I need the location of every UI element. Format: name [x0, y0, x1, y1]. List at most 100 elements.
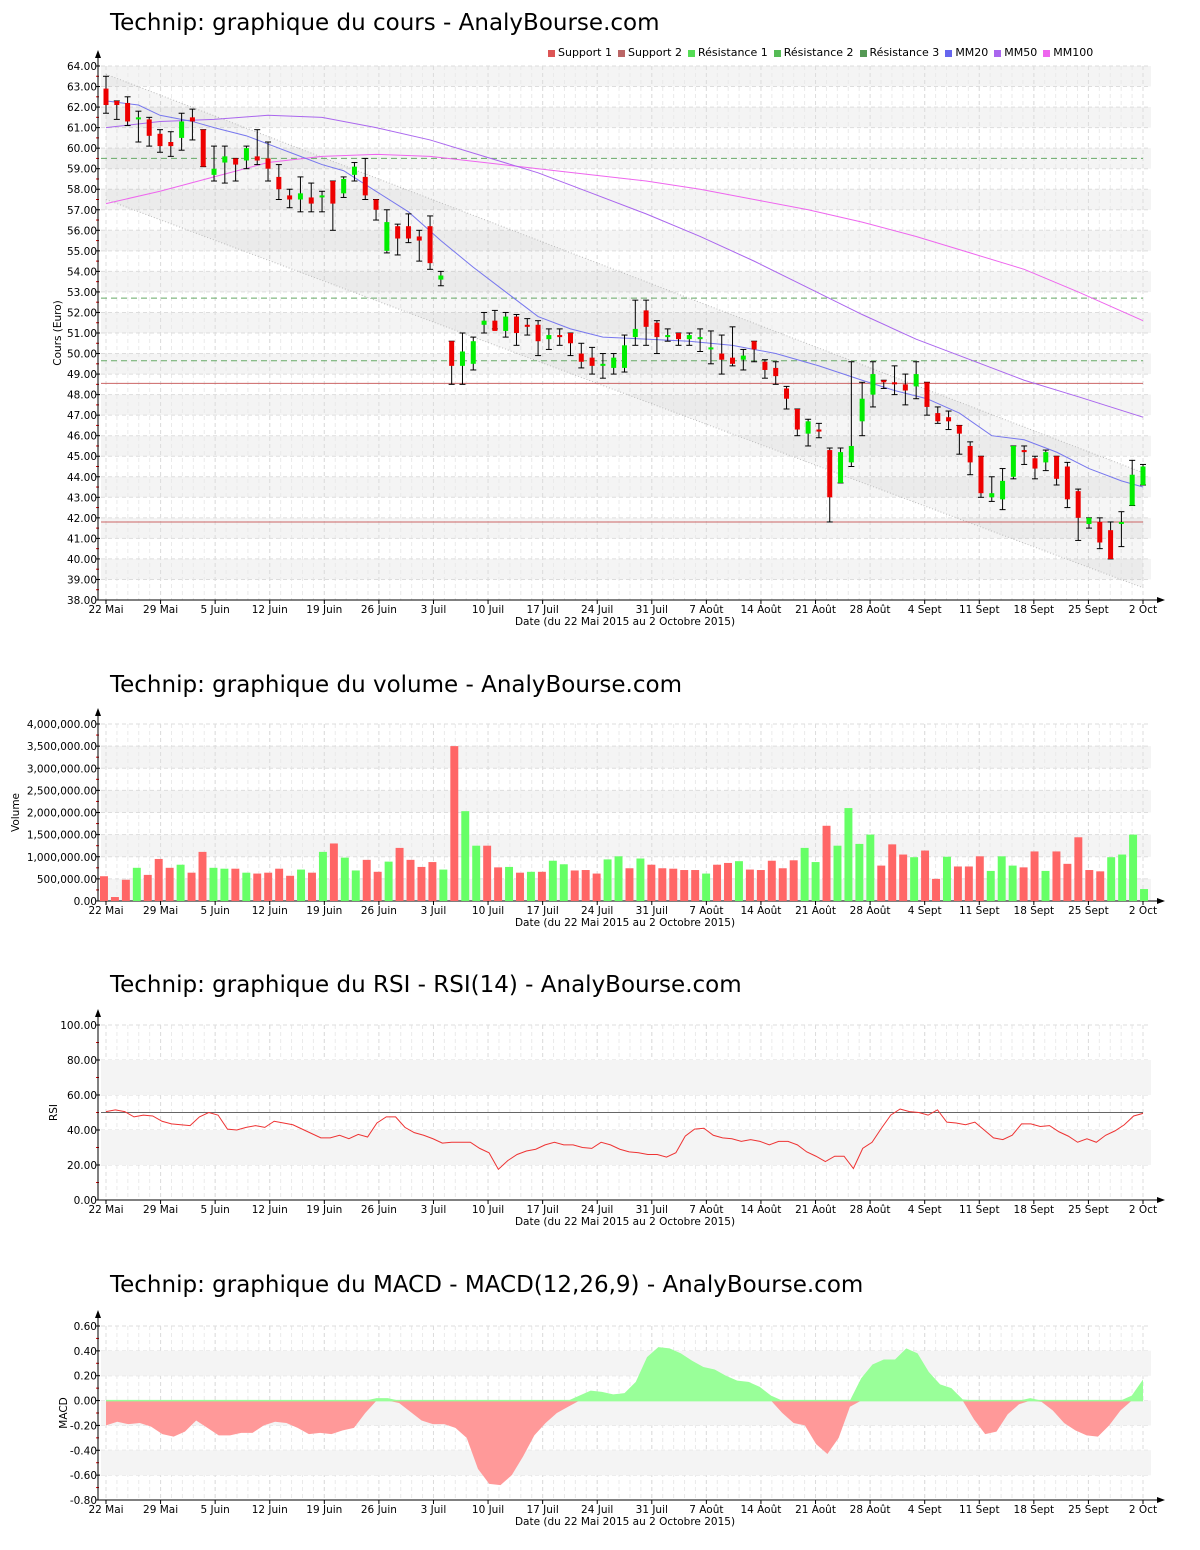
svg-text:1,000,000.00: 1,000,000.00 [27, 852, 97, 864]
svg-text:2,000,000.00: 2,000,000.00 [27, 808, 97, 820]
svg-text:11 Sept: 11 Sept [959, 1204, 1000, 1216]
legend-label: Résistance 3 [869, 46, 940, 59]
svg-text:51.00: 51.00 [67, 328, 97, 340]
svg-text:2 Oct: 2 Oct [1129, 1504, 1157, 1516]
svg-text:18 Sept: 18 Sept [1014, 604, 1055, 616]
svg-text:Volume: Volume [10, 793, 22, 832]
price-panel: Technip: graphique du cours - AnalyBours… [0, 0, 1200, 640]
svg-text:3 Juil: 3 Juil [421, 1504, 447, 1516]
legend-item: Résistance 2 [773, 46, 854, 59]
svg-text:22 Mai: 22 Mai [88, 604, 123, 616]
svg-text:10 Juil: 10 Juil [472, 1204, 504, 1216]
svg-text:17 Juil: 17 Juil [526, 1204, 558, 1216]
svg-text:55.00: 55.00 [67, 246, 97, 258]
price-legend: Support 1 Support 2 Résistance 1 Résistance… [548, 46, 1093, 59]
legend-label: Support 2 [627, 46, 682, 59]
legend-item: Support 2 [617, 46, 682, 59]
legend-swatch-icon [548, 49, 555, 57]
svg-text:21 Août: 21 Août [795, 604, 836, 616]
svg-text:3,500,000.00: 3,500,000.00 [27, 741, 97, 753]
svg-text:5 Juin: 5 Juin [200, 905, 229, 917]
svg-text:17 Juil: 17 Juil [526, 604, 558, 616]
svg-text:1,500,000.00: 1,500,000.00 [27, 830, 97, 842]
svg-text:0.40: 0.40 [74, 1346, 97, 1358]
svg-text:Date (du 22 Mai 2015 au 2 Octo: Date (du 22 Mai 2015 au 2 Octobre 2015) [515, 1216, 735, 1228]
svg-text:38.00: 38.00 [67, 595, 97, 607]
legend-label: MM100 [1053, 46, 1094, 59]
svg-text:31 Juil: 31 Juil [636, 905, 668, 917]
svg-text:24 Juil: 24 Juil [581, 905, 613, 917]
svg-text:7 Août: 7 Août [689, 1504, 723, 1516]
svg-text:22 Mai: 22 Mai [88, 905, 123, 917]
svg-text:28 Août: 28 Août [850, 1504, 891, 1516]
legend-item: Support 1 [548, 46, 612, 59]
svg-text:14 Août: 14 Août [740, 905, 781, 917]
svg-text:-0.80: -0.80 [70, 1495, 97, 1507]
svg-text:11 Sept: 11 Sept [959, 1504, 1000, 1516]
svg-text:100.00: 100.00 [60, 1020, 97, 1032]
legend-item: Résistance 1 [687, 46, 768, 59]
svg-text:25 Sept: 25 Sept [1068, 604, 1109, 616]
svg-text:29 Mai: 29 Mai [143, 1504, 178, 1516]
legend-swatch-icon [1043, 49, 1051, 57]
svg-text:-0.20: -0.20 [70, 1420, 97, 1432]
svg-text:28 Août: 28 Août [850, 1204, 891, 1216]
svg-text:41.00: 41.00 [67, 533, 97, 545]
svg-text:57.00: 57.00 [67, 205, 97, 217]
svg-text:4 Sept: 4 Sept [908, 1504, 942, 1516]
price-chart-title: Technip: graphique du cours - AnalyBours… [110, 10, 660, 36]
svg-text:28 Août: 28 Août [850, 604, 891, 616]
svg-text:26 Juin: 26 Juin [361, 604, 397, 616]
svg-text:14 Août: 14 Août [740, 1204, 781, 1216]
legend-label: Résistance 2 [783, 46, 854, 59]
legend-item: MM100 [1043, 46, 1093, 59]
svg-text:52.00: 52.00 [67, 307, 97, 319]
svg-text:26 Juin: 26 Juin [361, 1504, 397, 1516]
macd-chart-title: Technip: graphique du MACD - MACD(12,26,… [110, 1272, 864, 1298]
svg-text:62.00: 62.00 [67, 102, 97, 114]
svg-text:0.00: 0.00 [74, 1195, 97, 1207]
svg-text:25 Sept: 25 Sept [1068, 1204, 1109, 1216]
svg-text:40.00: 40.00 [67, 1125, 97, 1137]
svg-text:MACD: MACD [58, 1397, 70, 1428]
legend-swatch-icon [859, 49, 867, 57]
svg-text:60.00: 60.00 [67, 143, 97, 155]
svg-text:0.60: 0.60 [74, 1321, 97, 1333]
svg-text:4,000,000.00: 4,000,000.00 [27, 719, 97, 731]
svg-text:29 Mai: 29 Mai [143, 905, 178, 917]
rsi-chart: 0.00 20.00 40.00 60.00 80.00 100.00 22 Mai 29 M… [48, 1009, 1165, 1228]
svg-text:7 Août: 7 Août [689, 905, 723, 917]
legend-swatch-icon [687, 49, 695, 57]
svg-text:2 Oct: 2 Oct [1129, 905, 1157, 917]
svg-text:39.00: 39.00 [67, 574, 97, 586]
svg-text:63.00: 63.00 [67, 82, 97, 94]
legend-label: MM50 [1004, 46, 1038, 59]
svg-text:4 Sept: 4 Sept [908, 1204, 942, 1216]
svg-text:-0.60: -0.60 [70, 1470, 97, 1482]
svg-text:49.00: 49.00 [67, 369, 97, 381]
svg-text:2 Oct: 2 Oct [1129, 1204, 1157, 1216]
svg-text:54.00: 54.00 [67, 266, 97, 278]
legend-swatch-icon [617, 49, 625, 57]
svg-text:31 Juil: 31 Juil [636, 1204, 668, 1216]
svg-text:18 Sept: 18 Sept [1014, 1204, 1055, 1216]
svg-text:10 Juil: 10 Juil [472, 905, 504, 917]
svg-text:43.00: 43.00 [67, 492, 97, 504]
svg-text:12 Juin: 12 Juin [252, 604, 288, 616]
svg-text:14 Août: 14 Août [740, 1504, 781, 1516]
svg-text:59.00: 59.00 [67, 164, 97, 176]
svg-text:11 Sept: 11 Sept [959, 905, 1000, 917]
svg-text:61.00: 61.00 [67, 123, 97, 135]
svg-text:48.00: 48.00 [67, 390, 97, 402]
legend-item: MM50 [994, 46, 1037, 59]
svg-text:21 Août: 21 Août [795, 905, 836, 917]
svg-text:17 Juil: 17 Juil [526, 905, 558, 917]
svg-text:Date (du 22 Mai 2015 au 2 Octo: Date (du 22 Mai 2015 au 2 Octobre 2015) [515, 1516, 735, 1528]
svg-text:21 Août: 21 Août [795, 1204, 836, 1216]
svg-text:14 Août: 14 Août [740, 604, 781, 616]
svg-text:46.00: 46.00 [67, 431, 97, 443]
svg-text:0.00: 0.00 [74, 896, 97, 908]
svg-text:26 Juin: 26 Juin [361, 1204, 397, 1216]
svg-text:4 Sept: 4 Sept [908, 604, 942, 616]
volume-chart: 0.00 500,000.00 1,000,000.00 1,500,000.00 2,… [10, 708, 1165, 929]
